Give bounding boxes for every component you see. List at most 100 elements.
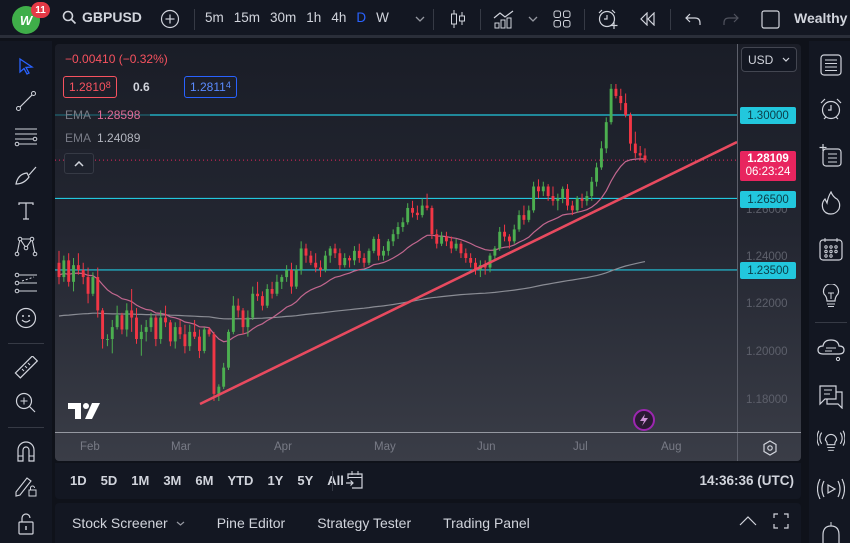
candle-body (110, 327, 114, 340)
flash-event-button[interactable] (633, 409, 655, 431)
candle-body (357, 250, 361, 258)
indicators-button[interactable] (493, 8, 515, 30)
tab-pine-editor[interactable]: Pine Editor (217, 515, 285, 531)
time-axis[interactable]: Feb Mar Apr May Jun Jul Aug (55, 432, 801, 461)
calendar-button[interactable] (817, 235, 845, 263)
candle-body (343, 257, 347, 266)
go-to-date-button[interactable] (345, 470, 365, 495)
sell-button[interactable]: 1.2810 8 (63, 76, 117, 98)
minds-button[interactable] (817, 336, 845, 364)
chats-button[interactable] (817, 383, 845, 411)
cursor-tool[interactable] (13, 53, 39, 79)
ema-fast-legend[interactable]: EMA 1.28598 (55, 104, 151, 126)
range-ytd[interactable]: YTD (227, 473, 254, 488)
level-label-1.26500[interactable]: 1.26500 (740, 191, 796, 208)
notification-badge: 11 (31, 2, 50, 18)
price-axis[interactable]: 1.26000 1.24000 1.22000 1.20000 1.18000 … (737, 44, 801, 432)
chevron-up-icon[interactable] (739, 516, 757, 526)
magnet-mode-button[interactable] (13, 438, 39, 464)
interval-15m[interactable]: 15m (233, 10, 261, 25)
candle-body (411, 207, 414, 213)
forecasting-tool[interactable] (13, 270, 39, 296)
notifications-button[interactable] (817, 519, 845, 543)
undo-button[interactable] (682, 8, 704, 30)
lock-all-button[interactable] (13, 511, 39, 537)
candle-body (91, 277, 95, 294)
chart-pane[interactable]: −0.00410 (−0.32%) 1.2810 8 0.6 1.2811 4 EM… (55, 44, 801, 461)
candle-body (444, 236, 448, 242)
text-tool[interactable] (13, 198, 39, 224)
price-chart[interactable] (55, 44, 737, 432)
buy-button[interactable]: 1.2811 4 (184, 76, 237, 98)
compare-symbol-button[interactable] (159, 8, 181, 30)
chart-type-button[interactable] (447, 8, 469, 30)
toolbar-divider (194, 9, 195, 30)
replay-button[interactable] (637, 8, 659, 30)
range-1y[interactable]: 1Y (267, 473, 284, 488)
tab-trading-panel[interactable]: Trading Panel (443, 515, 530, 531)
candle-body (624, 103, 628, 115)
collapse-legend-button[interactable] (64, 153, 94, 174)
level-label-1.23500[interactable]: 1.23500 (740, 262, 796, 279)
candle-body (333, 248, 337, 254)
range-6m[interactable]: 6M (195, 473, 214, 488)
interval-dropdown[interactable] (409, 8, 431, 30)
zoom-in-tool[interactable] (13, 390, 39, 416)
range-1m[interactable]: 1M (131, 473, 150, 488)
range-all[interactable]: All (327, 473, 344, 488)
interval-d[interactable]: D (356, 10, 367, 25)
horizontal-lines-tool[interactable] (13, 124, 39, 150)
alerts-button[interactable] (817, 95, 845, 123)
range-5y[interactable]: 5Y (297, 473, 314, 488)
watchlist-button[interactable] (817, 51, 845, 79)
measure-tool[interactable] (13, 355, 39, 381)
candle-body (377, 238, 381, 256)
redo-button[interactable] (720, 8, 742, 30)
fullscreen-toggle[interactable] (759, 8, 781, 30)
streams-button[interactable] (817, 475, 845, 503)
range-3m[interactable]: 3M (163, 473, 182, 488)
tradingview-logo[interactable] (67, 401, 101, 426)
interval-30m[interactable]: 30m (270, 10, 297, 25)
candle-body (280, 277, 284, 282)
hotlists-button[interactable] (817, 189, 845, 217)
live-play-icon (817, 478, 845, 500)
symbol-search[interactable]: GBPUSD (62, 9, 142, 25)
candle-body (101, 310, 105, 340)
pattern-tool[interactable] (13, 233, 39, 259)
ideas-button[interactable] (817, 282, 845, 310)
ema-slow-legend[interactable]: EMA 1.24089 (55, 127, 151, 149)
tab-stock-screener[interactable]: Stock Screener (72, 515, 185, 531)
candle-body (614, 88, 618, 96)
interval-1h[interactable]: 1h (306, 10, 322, 25)
chart-settings-button[interactable] (761, 439, 779, 457)
object-tree-button[interactable] (817, 141, 845, 169)
create-alert-button[interactable] (597, 8, 619, 30)
emoji-tool[interactable] (13, 305, 39, 331)
tab-strategy-tester[interactable]: Strategy Tester (317, 515, 411, 531)
maximize-icon[interactable] (773, 513, 789, 529)
indicators-dropdown[interactable] (522, 8, 544, 30)
trend-line[interactable] (199, 140, 737, 406)
toolbar-divider (480, 9, 481, 30)
brush-tool[interactable] (13, 162, 39, 188)
candle-body (517, 215, 521, 230)
range-5d[interactable]: 5D (100, 473, 118, 488)
interval-w[interactable]: W (376, 10, 389, 25)
candle-body (503, 231, 507, 237)
interval-4h[interactable]: 4h (331, 10, 347, 25)
idea-stream-button[interactable] (817, 427, 845, 455)
candle-body (338, 253, 342, 266)
interval-5m[interactable]: 5m (205, 10, 224, 25)
range-1d[interactable]: 1D (70, 473, 87, 488)
trend-line-tool[interactable] (13, 88, 39, 114)
candle-body (197, 336, 201, 351)
utc-clock[interactable]: 14:36:36 (UTC) (699, 473, 794, 488)
currency-select[interactable]: USD (741, 47, 797, 72)
level-label-1.30000[interactable]: 1.30000 (740, 107, 796, 124)
indicators-icon (493, 10, 514, 29)
grid-layout-icon (553, 10, 571, 28)
layout-button[interactable] (551, 8, 573, 30)
lock-drawings-button[interactable] (13, 473, 39, 499)
